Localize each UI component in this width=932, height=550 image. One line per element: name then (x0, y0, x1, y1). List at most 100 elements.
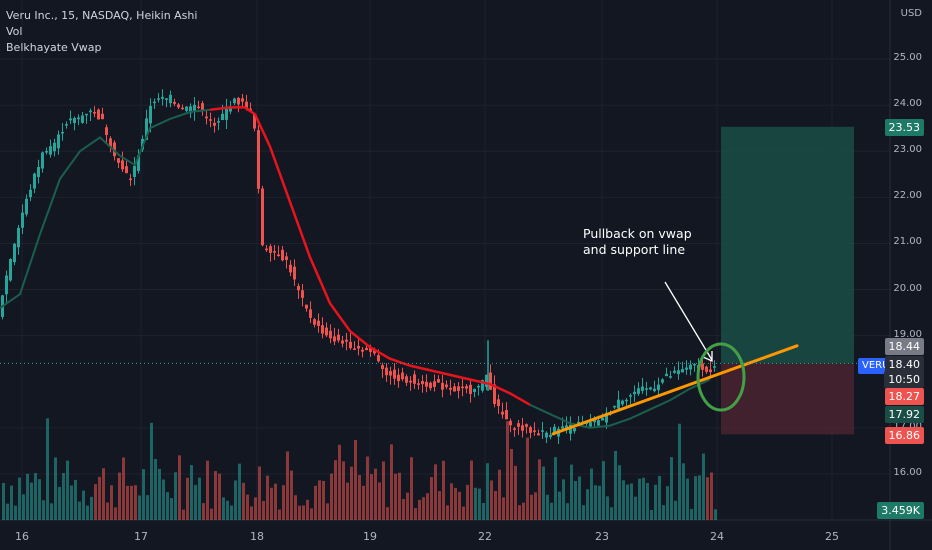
candle-body (29, 189, 32, 198)
candle-body (305, 304, 308, 309)
volume-bar (462, 506, 465, 520)
candle-body (633, 391, 636, 395)
candle-body (693, 363, 696, 366)
volume-bar (690, 508, 693, 520)
candle-body (169, 94, 172, 104)
volume-bar (118, 472, 121, 520)
low-price-tag: 17.92 (884, 406, 924, 423)
volume-bar (374, 468, 377, 520)
candle-body (277, 254, 280, 257)
volume-bar (402, 498, 405, 520)
candle-body (625, 399, 628, 402)
volume-bar (686, 478, 689, 520)
volume-bar (162, 479, 165, 520)
volume-bar (478, 488, 481, 520)
volume-bar (430, 477, 433, 520)
volume-bar (562, 479, 565, 520)
candle-body (381, 365, 384, 370)
candle-body (529, 427, 532, 433)
volume-bar (442, 460, 445, 520)
volume-bar (554, 457, 557, 520)
volume-bar (346, 482, 349, 520)
candle-body (193, 104, 196, 112)
volume-bar (366, 456, 369, 520)
volume-bar (714, 509, 717, 520)
volume-bar (434, 464, 437, 520)
volume-bar (78, 501, 81, 520)
volume-bar (710, 472, 713, 520)
candle-body (521, 425, 524, 431)
volume-bar (190, 465, 193, 520)
volume-bar (390, 444, 393, 520)
candle-body (565, 425, 568, 430)
candle-body (109, 138, 112, 148)
candle-body (9, 259, 12, 281)
volume-bar (98, 476, 101, 520)
x-axis-tick-label: 16 (15, 530, 29, 543)
volume-tag: 3.459K (877, 502, 924, 519)
volume-indicator-label[interactable]: Vol (6, 25, 23, 38)
volume-bar (306, 499, 309, 520)
volume-bar (130, 485, 133, 520)
candle-body (405, 376, 408, 383)
volume-bar (574, 480, 577, 520)
volume-bar (534, 492, 537, 520)
candle-body (409, 380, 412, 383)
volume-bar (358, 475, 361, 520)
chart-annotation: Pullback on vwap and support line (583, 226, 692, 258)
volume-bar (470, 460, 473, 520)
candle-body (365, 347, 368, 351)
x-axis-tick-label: 23 (595, 530, 609, 543)
volume-bar (618, 465, 621, 520)
candle-body (485, 374, 488, 387)
y-axis-tick-label: 22.00 (893, 190, 922, 202)
volume-bar (258, 466, 261, 520)
volume-bar (670, 457, 673, 520)
volume-bar (50, 503, 53, 520)
vwap-line-green-2 (529, 378, 711, 429)
candle-body (645, 388, 648, 390)
candle-body (197, 106, 200, 109)
candle-body (297, 285, 300, 291)
candle-body (313, 319, 316, 325)
vwap-indicator-label[interactable]: Belkhayate Vwap (6, 41, 102, 54)
candle-body (505, 409, 508, 420)
candle-body (129, 178, 132, 181)
candle-body (173, 101, 176, 104)
candle-body (665, 373, 668, 377)
volume-bar (254, 497, 257, 520)
candle-body (713, 366, 716, 368)
volume-bar (214, 471, 217, 520)
candle-body (641, 386, 644, 391)
candle-body (13, 243, 16, 263)
volume-bar (634, 496, 637, 520)
volume-bar (114, 507, 117, 520)
candle-body (605, 412, 608, 423)
volume-bar (174, 472, 177, 520)
candle-body (121, 160, 124, 170)
volume-bar (222, 497, 225, 520)
candle-body (249, 108, 252, 111)
volume-bar (446, 505, 449, 520)
candle-body (501, 411, 504, 415)
volume-bar (694, 476, 697, 520)
volume-bar (590, 468, 593, 520)
volume-bar (666, 486, 669, 520)
volume-bar (10, 485, 13, 520)
y-axis-tick-label: 19.00 (893, 328, 922, 340)
candle-body (533, 430, 536, 432)
candle-body (537, 433, 540, 436)
volume-bar (650, 509, 653, 520)
candle-body (149, 105, 152, 124)
volume-bar (698, 475, 701, 520)
volume-bar (318, 480, 321, 520)
stop-price-tag: 16.86 (884, 427, 924, 444)
volume-bar (210, 508, 213, 520)
volume-bar (70, 485, 73, 520)
volume-bar (450, 483, 453, 520)
volume-bar (514, 465, 517, 520)
volume-bar (274, 483, 277, 520)
volume-bar (406, 492, 409, 520)
volume-bar (270, 487, 273, 520)
